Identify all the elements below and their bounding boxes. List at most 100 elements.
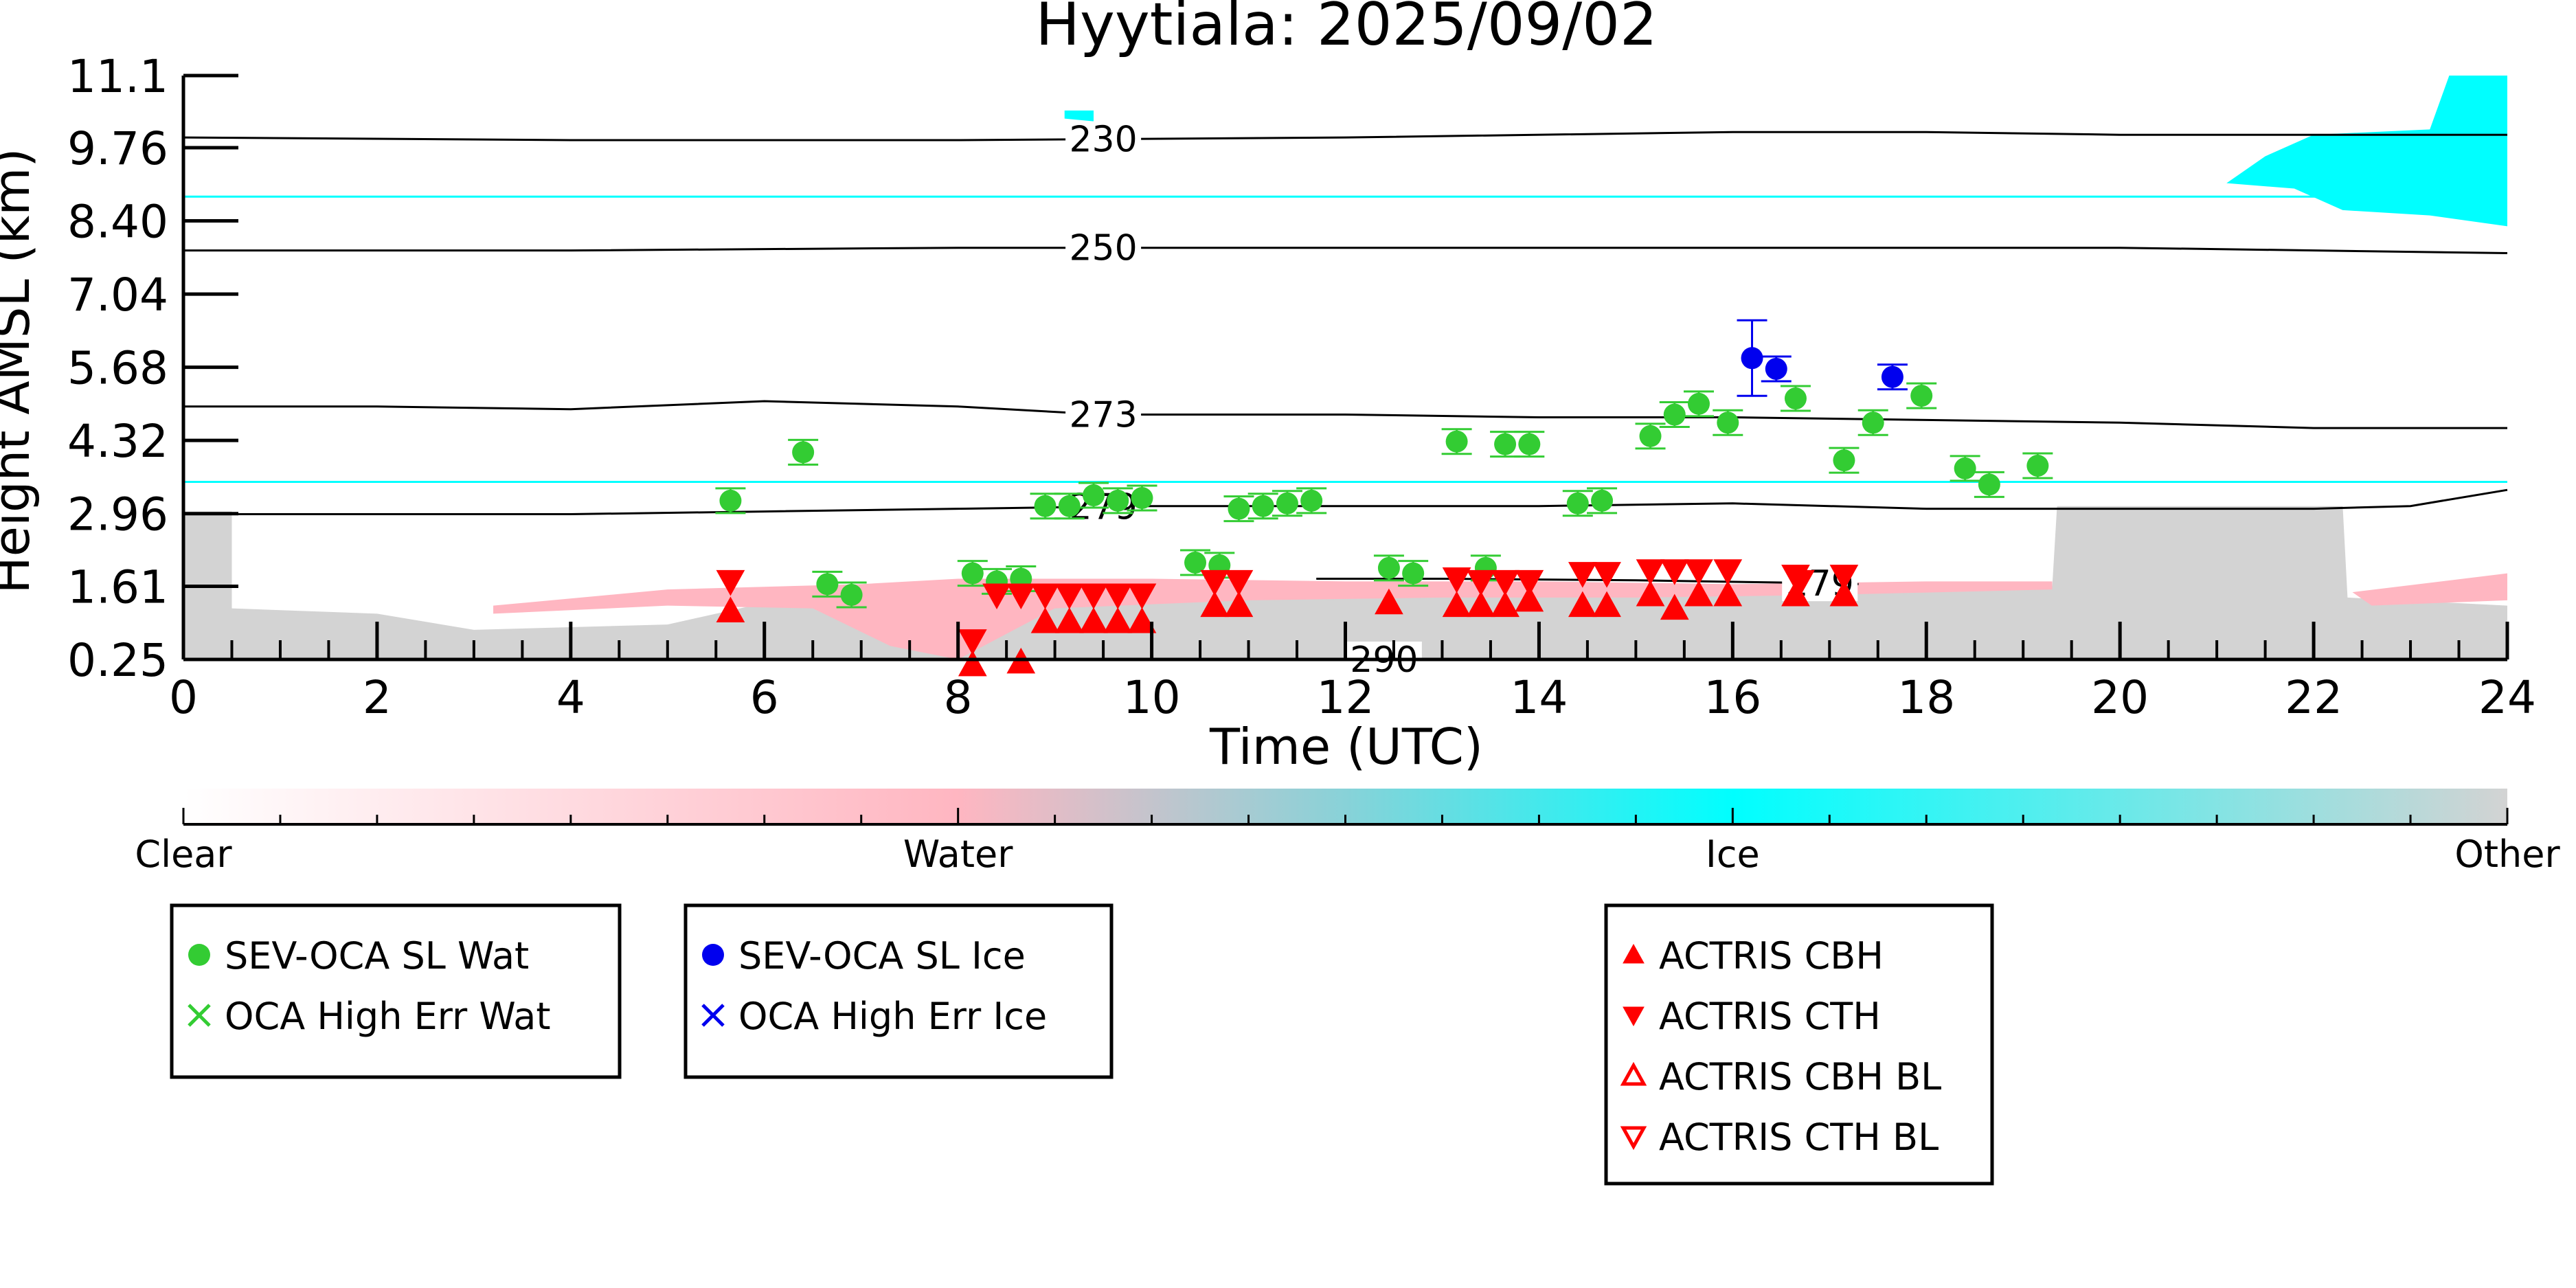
legend-marker bbox=[702, 944, 724, 966]
legend-marker bbox=[188, 944, 210, 966]
sev-oca-sl-wat-point bbox=[1862, 411, 1884, 434]
legend-label: ACTRIS CTH BL bbox=[1659, 1116, 1939, 1159]
y-tick-label: 9.76 bbox=[67, 122, 168, 175]
y-tick-label: 0.25 bbox=[67, 634, 168, 687]
sev-oca-sl-wat-point bbox=[1252, 495, 1274, 517]
retrieval-markers bbox=[715, 319, 2053, 677]
actris-cbh-point bbox=[1829, 580, 1859, 607]
sev-oca-sl-wat-point bbox=[1228, 497, 1250, 520]
sev-oca-sl-wat-point bbox=[1494, 433, 1517, 455]
contour-label: 273 bbox=[1069, 395, 1137, 436]
colorbar: Clear Water Ice Other bbox=[135, 789, 2560, 876]
sev-oca-sl-wat-point bbox=[1518, 433, 1541, 455]
contour-line bbox=[183, 247, 2508, 254]
legend-box bbox=[683, 903, 1114, 1079]
sev-oca-sl-wat-point bbox=[1663, 403, 1686, 426]
legend-label: SEV-OCA SL Wat bbox=[225, 934, 529, 978]
y-tick-label: 1.61 bbox=[67, 561, 168, 613]
actris-cbh-point bbox=[1375, 588, 1403, 615]
contour-line bbox=[183, 131, 2507, 142]
actris-cth-point bbox=[1103, 583, 1133, 610]
contour-line bbox=[183, 488, 2508, 515]
ice-region bbox=[1064, 110, 1094, 122]
actris-cth-point bbox=[1006, 583, 1036, 610]
x-tick-label: 14 bbox=[1510, 671, 1568, 724]
sev-oca-sl-wat-point bbox=[1131, 486, 1153, 509]
x-tick-label: 10 bbox=[1123, 671, 1181, 724]
water-region bbox=[2352, 573, 2507, 606]
y-tick-label: 8.40 bbox=[67, 196, 168, 249]
sev-oca-sl-wat-point bbox=[1402, 562, 1425, 585]
cloud-mask-fill bbox=[183, 76, 2507, 659]
actris-cbh-point bbox=[1592, 591, 1621, 618]
legend-label: ACTRIS CBH BL bbox=[1659, 1055, 1941, 1098]
x-tick-label: 6 bbox=[750, 671, 779, 724]
y-axis-label: Height AMSL (km) bbox=[0, 148, 41, 594]
actris-cth-point bbox=[1491, 569, 1519, 596]
sev-oca-sl-wat-point bbox=[1184, 551, 1207, 574]
sev-oca-sl-wat-point bbox=[1591, 489, 1614, 512]
sev-oca-sl-wat-point bbox=[1784, 387, 1807, 410]
legend-label: ACTRIS CBH bbox=[1659, 934, 1884, 978]
legend-box bbox=[170, 903, 622, 1079]
actris-cbh-point bbox=[1030, 607, 1060, 633]
actris-cbh-point bbox=[958, 650, 987, 677]
actris-cth-point bbox=[1684, 559, 1713, 585]
actris-cbh-point bbox=[1200, 591, 1230, 618]
colorbar-label: Water bbox=[903, 833, 1013, 876]
legend-marker bbox=[1620, 1061, 1647, 1086]
actris-cbh-point bbox=[1224, 591, 1254, 618]
actris-cth-point bbox=[1224, 569, 1254, 596]
sev-oca-sl-wat-point bbox=[1034, 495, 1057, 517]
actris-cth-point bbox=[1786, 569, 1815, 596]
actris-cbh-point bbox=[716, 596, 745, 622]
actris-cbh-point bbox=[1491, 591, 1519, 618]
y-tick-label: 7.04 bbox=[67, 269, 168, 321]
actris-cbh-point bbox=[1466, 591, 1495, 618]
legend-label: ACTRIS CTH bbox=[1659, 995, 1881, 1038]
legend: SEV-OCA SL Wat OCA High Err Wat SEV-OCA SL… bbox=[170, 903, 1994, 1186]
sev-oca-sl-wat-point bbox=[840, 583, 863, 606]
actris-cth-point bbox=[1636, 559, 1665, 585]
x-tick-label: 20 bbox=[2091, 671, 2149, 724]
contour-label: 250 bbox=[1069, 228, 1137, 269]
y-tick-label: 2.96 bbox=[67, 488, 168, 541]
x-tick-label: 18 bbox=[1897, 671, 1955, 724]
contour-label-bg bbox=[1065, 229, 1142, 266]
sev-oca-sl-wat-point bbox=[961, 562, 984, 585]
x-tick-label: 22 bbox=[2285, 671, 2342, 724]
x-tick-label: 24 bbox=[2478, 671, 2536, 724]
actris-cth-point bbox=[1592, 562, 1621, 588]
x-tick-label: 8 bbox=[944, 671, 973, 724]
actris-cth-point bbox=[1660, 559, 1689, 585]
sev-oca-sl-wat-point bbox=[816, 573, 839, 596]
actris-cbh-point bbox=[1660, 594, 1689, 620]
legend-marker bbox=[701, 1004, 725, 1027]
actris-cth-point bbox=[1442, 567, 1471, 594]
legend-label: OCA High Err Ice bbox=[738, 995, 1047, 1038]
other-region bbox=[183, 506, 2507, 659]
sev-oca-sl-wat-point bbox=[1717, 411, 1739, 434]
legend-label: OCA High Err Wat bbox=[225, 995, 551, 1038]
sev-oca-sl-wat-point bbox=[1687, 392, 1710, 415]
sev-oca-sl-wat-point bbox=[1954, 457, 1976, 479]
x-tick-label: 4 bbox=[556, 671, 585, 724]
actris-cth-point bbox=[1829, 565, 1859, 591]
x-tick-label: 12 bbox=[1317, 671, 1375, 724]
contour-line bbox=[183, 400, 2507, 429]
x-tick-label: 0 bbox=[169, 671, 198, 724]
actris-cth-point bbox=[1713, 559, 1743, 585]
legend-label: SEV-OCA SL Ice bbox=[738, 934, 1026, 978]
sev-oca-sl-wat-point bbox=[792, 441, 815, 464]
actris-cth-point bbox=[1127, 583, 1157, 610]
actris-cth-point bbox=[1030, 583, 1060, 610]
actris-cth-point bbox=[716, 569, 745, 596]
sev-oca-sl-wat-point bbox=[1058, 495, 1081, 517]
colorbar-label: Ice bbox=[1706, 833, 1760, 876]
actris-cbh-point bbox=[1713, 580, 1743, 607]
actris-cth-point bbox=[1054, 583, 1084, 610]
x-tick-label: 2 bbox=[363, 671, 392, 724]
x-tick-label: 16 bbox=[1704, 671, 1761, 724]
colorbar-label: Other bbox=[2454, 833, 2560, 876]
